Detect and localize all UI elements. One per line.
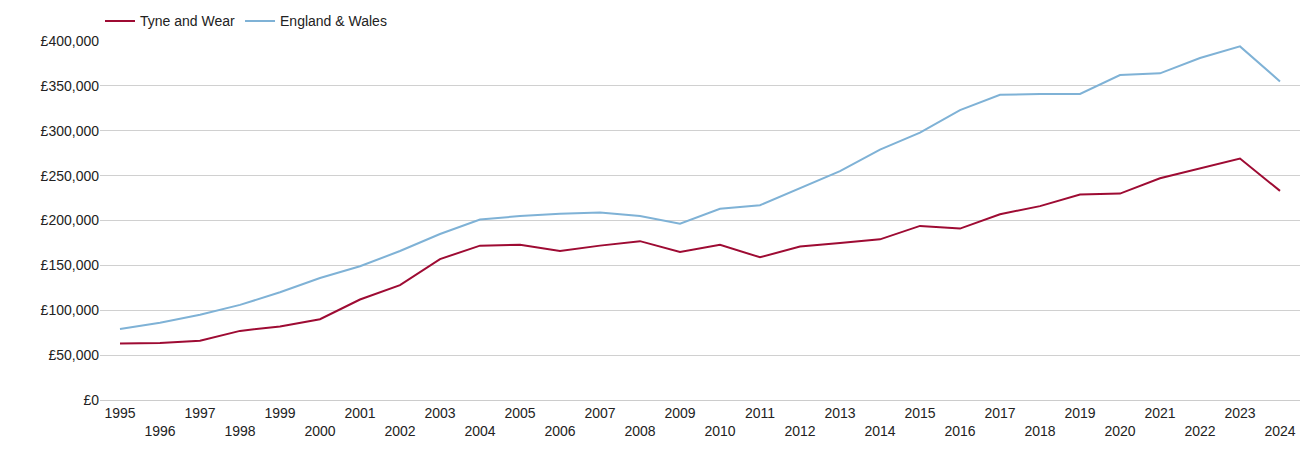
svg-text:2018: 2018	[1024, 423, 1055, 439]
svg-text:2001: 2001	[344, 405, 375, 421]
svg-text:2003: 2003	[424, 405, 455, 421]
svg-text:1999: 1999	[264, 405, 295, 421]
svg-text:2008: 2008	[624, 423, 655, 439]
svg-text:2012: 2012	[784, 423, 815, 439]
svg-text:£100,000: £100,000	[41, 302, 100, 318]
svg-text:2007: 2007	[584, 405, 615, 421]
svg-text:1996: 1996	[144, 423, 175, 439]
svg-text:2010: 2010	[704, 423, 735, 439]
svg-text:£400,000: £400,000	[41, 33, 100, 49]
svg-text:1997: 1997	[184, 405, 215, 421]
svg-text:2016: 2016	[944, 423, 975, 439]
svg-text:2021: 2021	[1144, 405, 1175, 421]
svg-text:£150,000: £150,000	[41, 257, 100, 273]
svg-text:2015: 2015	[904, 405, 935, 421]
svg-text:£0: £0	[83, 392, 99, 408]
svg-text:2022: 2022	[1184, 423, 1215, 439]
svg-text:2024: 2024	[1264, 423, 1295, 439]
svg-text:1998: 1998	[224, 423, 255, 439]
svg-text:2004: 2004	[464, 423, 495, 439]
svg-text:2014: 2014	[864, 423, 895, 439]
svg-text:2011: 2011	[745, 405, 775, 421]
svg-text:2006: 2006	[544, 423, 575, 439]
svg-text:England & Wales: England & Wales	[280, 13, 387, 29]
svg-text:2009: 2009	[664, 405, 695, 421]
svg-text:2002: 2002	[384, 423, 415, 439]
svg-text:Tyne and Wear: Tyne and Wear	[140, 13, 235, 29]
svg-text:£350,000: £350,000	[41, 78, 100, 94]
svg-text:2019: 2019	[1064, 405, 1095, 421]
svg-text:2020: 2020	[1104, 423, 1135, 439]
svg-text:1995: 1995	[104, 405, 135, 421]
svg-text:2013: 2013	[824, 405, 855, 421]
svg-text:£50,000: £50,000	[48, 347, 99, 363]
svg-text:2000: 2000	[304, 423, 335, 439]
svg-text:£250,000: £250,000	[41, 168, 100, 184]
svg-text:£200,000: £200,000	[41, 212, 100, 228]
svg-text:£300,000: £300,000	[41, 123, 100, 139]
svg-text:2005: 2005	[504, 405, 535, 421]
svg-text:2023: 2023	[1224, 405, 1255, 421]
svg-text:2017: 2017	[984, 405, 1015, 421]
